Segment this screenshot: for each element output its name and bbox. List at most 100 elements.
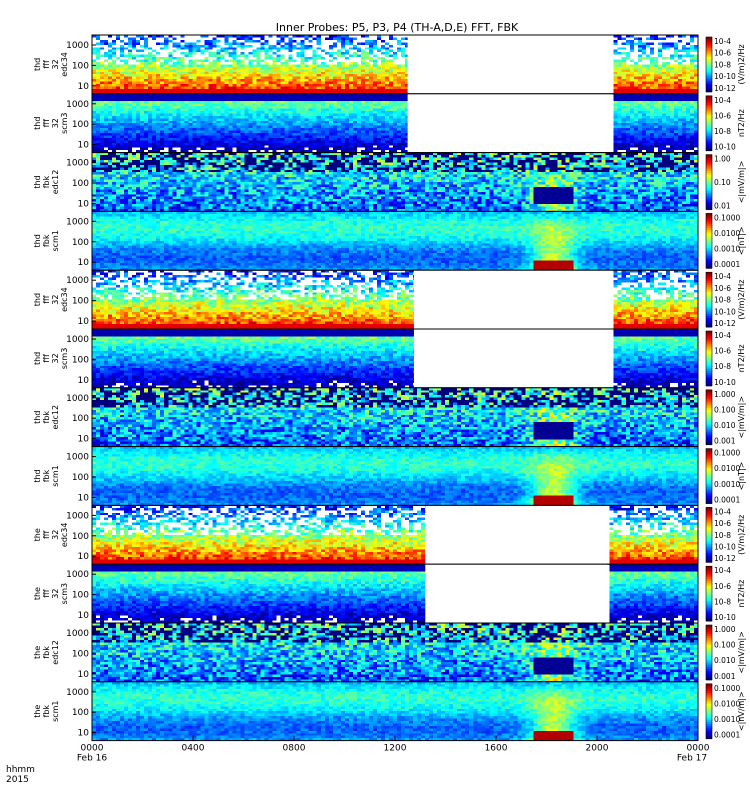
colorbar-segment	[706, 172, 712, 176]
colorbar-label: (V/m)2/Hz	[737, 279, 746, 319]
panel-label: thd	[33, 175, 42, 188]
colorbar-segment	[706, 185, 712, 188]
panel-label: the	[33, 528, 42, 541]
x-tick-label: 2000	[586, 744, 609, 754]
colorbar-segment	[706, 51, 712, 54]
y-tick-label: 1000	[66, 570, 89, 580]
panel-label: fff	[42, 60, 51, 69]
colorbar-segment	[706, 663, 712, 666]
colorbar-segment	[706, 196, 712, 199]
colorbar-tick-label: 0.0001	[714, 495, 740, 504]
colorbar-segment	[706, 670, 712, 673]
panel-label: edc12	[51, 170, 60, 195]
colorbar-segment	[706, 602, 712, 606]
x-axis-year-label: 2015	[6, 775, 29, 785]
colorbar-segment	[706, 288, 712, 291]
colorbar-segment	[706, 213, 712, 216]
y-tick-label: 100	[72, 297, 89, 307]
panel-label: thd	[33, 234, 42, 247]
colorbar-segment	[706, 222, 712, 225]
colorbar-segment	[706, 84, 712, 87]
colorbar-segment	[706, 198, 712, 201]
colorbar-tick-label: 10-4	[714, 566, 731, 575]
colorbar-segment	[706, 691, 712, 694]
y-tick-label: 1000	[66, 335, 89, 345]
colorbar-segment	[706, 231, 712, 234]
colorbar-segment	[706, 135, 712, 139]
colorbar-label: <|nV/m|>	[737, 691, 746, 731]
colorbar-segment	[706, 37, 712, 40]
spectrogram-image	[92, 681, 698, 741]
panel-label: edc34	[60, 523, 69, 548]
colorbar-segment	[706, 472, 712, 475]
y-tick-label: 100	[72, 355, 89, 365]
colorbar-segment	[706, 115, 712, 119]
colorbar-segment	[706, 545, 712, 549]
colorbar-segment	[706, 700, 712, 703]
colorbar-segment	[706, 600, 712, 604]
colorbar-segment	[706, 106, 712, 110]
colorbar-segment	[706, 246, 712, 249]
colorbar-segment	[706, 255, 712, 258]
colorbar-segment	[706, 516, 712, 519]
panel-label: thd	[33, 58, 42, 71]
colorbar-segment	[706, 439, 712, 442]
data-gap	[425, 505, 608, 565]
panel-2: 1000 100 10 thd fff 32 scm3 10-4 10-6 10-8 10-10nT…	[33, 93, 746, 154]
colorbar-segment	[706, 442, 712, 446]
colorbar-segment	[706, 55, 712, 58]
colorbar-segment	[706, 395, 712, 398]
colorbar-segment	[706, 183, 712, 187]
colorbar-segment	[706, 283, 712, 286]
x-tick-label: 0000	[687, 744, 710, 754]
colorbar-segment	[706, 297, 712, 301]
colorbar-segment	[706, 77, 712, 80]
colorbar-segment	[706, 692, 712, 696]
colorbar-tick-label: 0.1000	[714, 449, 740, 458]
colorbar-segment	[706, 316, 712, 319]
colorbar-segment	[706, 476, 712, 479]
y-tick-label: 1000	[66, 511, 89, 521]
colorbar-segment	[706, 518, 712, 521]
colorbar-segment	[706, 347, 712, 350]
colorbar-segment	[706, 371, 712, 374]
colorbar-segment	[706, 146, 712, 150]
y-tick-label: 10	[78, 493, 90, 503]
colorbar-segment	[706, 95, 712, 99]
colorbar-segment	[706, 123, 712, 126]
colorbar-tick-label: 0.010	[714, 421, 736, 430]
colorbar-segment	[706, 240, 712, 244]
colorbar-tick-label: 0.0100	[714, 464, 740, 473]
colorbar-segment	[706, 266, 712, 269]
colorbar-segment	[706, 511, 712, 514]
colorbar-tick-label: 0.010	[714, 656, 736, 665]
colorbar-segment	[706, 117, 712, 121]
colorbar-segment	[706, 71, 712, 75]
colorbar-segment	[706, 192, 712, 196]
colorbar-segment	[706, 53, 712, 56]
x-tick-label: 1600	[485, 744, 508, 754]
colorbar-segment	[706, 667, 712, 670]
x-date-label-start: Feb 16	[77, 754, 108, 764]
colorbar-segment	[706, 400, 712, 404]
panel-label: fbk	[42, 469, 51, 482]
x-date-label-end: Feb 17	[677, 754, 707, 764]
data-gap	[413, 329, 613, 388]
colorbar-segment	[706, 591, 712, 595]
colorbar-segment	[706, 486, 712, 490]
colorbar-segment	[706, 167, 712, 170]
colorbar-segment	[706, 108, 712, 111]
colorbar-segment	[706, 437, 712, 440]
colorbar-tick-label: 10-6	[714, 347, 731, 356]
colorbar-segment	[706, 73, 712, 76]
colorbar-tick-label: 0.10	[714, 178, 731, 187]
panel-label: edc12	[51, 405, 60, 430]
colorbar-segment	[706, 448, 712, 451]
colorbar-segment	[706, 343, 712, 347]
panel-label: edc34	[60, 52, 69, 77]
colorbar-segment	[706, 687, 712, 690]
colorbar-segment	[706, 551, 712, 554]
panel-12: 1000 100 10 the fbk scm1 0.1000 0.0100 0.0010 0.0…	[33, 681, 746, 742]
colorbar-segment	[706, 308, 712, 312]
colorbar-segment	[706, 580, 712, 584]
